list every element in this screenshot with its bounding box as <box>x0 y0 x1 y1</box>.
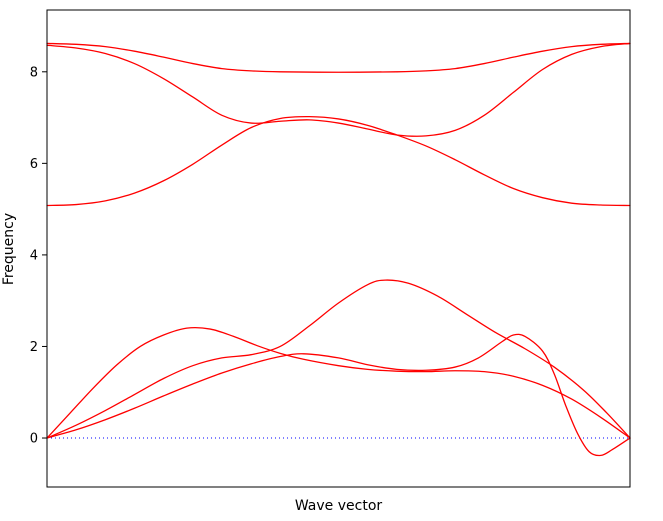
y-tick-label: 2 <box>30 340 38 355</box>
dispersion-curve-optical-band-3 <box>46 115 631 207</box>
dispersion-curve-acoustic-band-3 <box>46 333 631 457</box>
y-tick-label: 8 <box>30 65 38 80</box>
dispersion-curve-acoustic-band-2 <box>46 279 631 439</box>
dispersion-curve-acoustic-band-1 <box>46 326 631 439</box>
y-axis-label: Frequency <box>1 212 17 286</box>
dispersion-curve-optical-band-2 <box>46 42 631 137</box>
axes-frame <box>46 9 631 488</box>
y-tick-label: 0 <box>30 432 38 447</box>
y-tick-label: 6 <box>30 157 38 172</box>
x-axis-label: Wave vector <box>294 498 383 514</box>
y-tick-label: 4 <box>30 248 38 263</box>
dispersion-curve-optical-band-1 <box>46 42 631 73</box>
